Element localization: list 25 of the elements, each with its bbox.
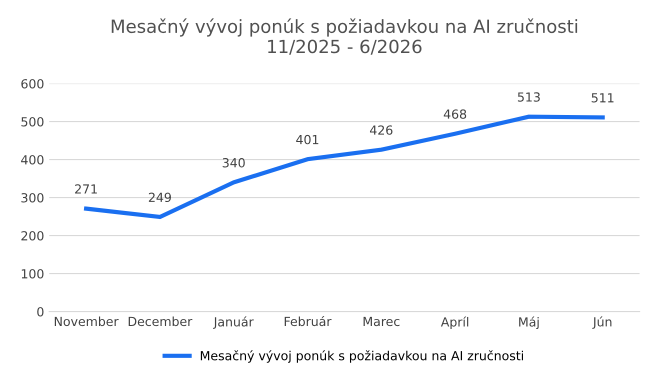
chart-title: Mesačný vývoj ponúk s požiadavkou na AI zručnosti 11/2025 - 6/2026 — [112, 18, 578, 55]
y-tick-label: 600 — [21, 79, 44, 89]
data-label: 511 — [592, 93, 614, 102]
x-tick-label: Apríl — [440, 316, 468, 330]
data-label: 271 — [75, 184, 97, 194]
x-tick-label: Máj — [519, 316, 539, 330]
y-tick-label: 100 — [22, 269, 44, 279]
data-label: 401 — [296, 134, 318, 144]
y-tick-label: 500 — [21, 117, 44, 127]
x-tick-label: Február — [284, 316, 332, 326]
x-tick-label: Január — [213, 316, 254, 329]
y-tick-label: 300 — [21, 193, 44, 203]
data-label: 513 — [518, 92, 540, 102]
legend-label: Mesačný vývoj ponúk s požiadavkou na AI zručnosti — [200, 350, 523, 363]
data-label: 426 — [370, 125, 392, 135]
x-tick-label: Marec — [364, 316, 400, 326]
data-label: 249 — [148, 192, 171, 202]
y-tick-label: 0 — [37, 307, 44, 317]
data-label: 340 — [222, 158, 245, 168]
y-tick-label: 400 — [21, 155, 44, 165]
x-tick-label: December — [128, 316, 192, 326]
x-tick-label: November — [54, 316, 119, 326]
y-tick-label: 200 — [21, 231, 44, 241]
data-label: 468 — [444, 109, 466, 119]
x-tick-label: Jún — [592, 316, 612, 329]
